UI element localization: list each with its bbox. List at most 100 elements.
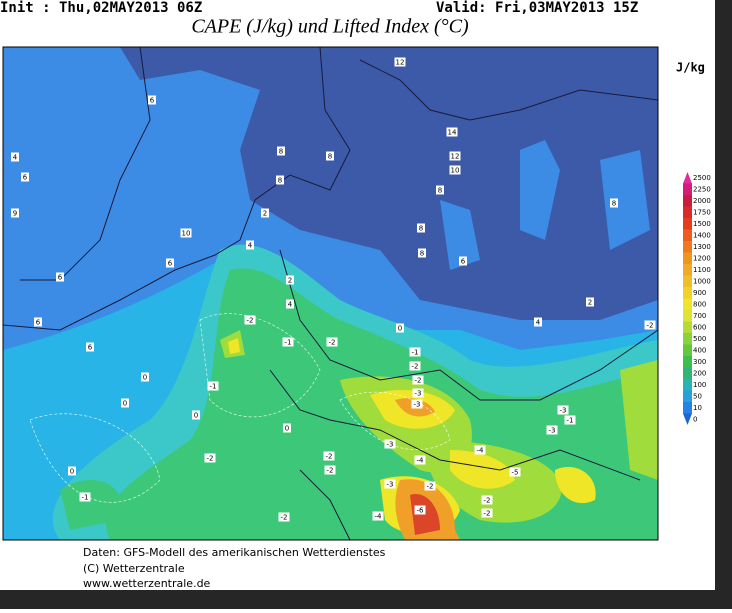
label-box <box>409 347 421 357</box>
label-box <box>34 317 42 327</box>
legend-swatch <box>683 229 692 241</box>
label-box <box>166 258 174 268</box>
legend-label: 700 <box>693 312 706 320</box>
frame-right <box>715 0 732 609</box>
lifted-index-label: 8 <box>438 187 442 195</box>
label-box <box>121 398 129 408</box>
legend-swatch <box>683 206 692 218</box>
legend-swatch <box>683 402 692 414</box>
label-box <box>68 466 76 476</box>
legend-label: 100 <box>693 381 706 389</box>
label-box <box>323 451 335 461</box>
lifted-index-label: -4 <box>417 457 425 465</box>
footer-line: Daten: GFS-Modell des amerikanischen Wet… <box>83 546 386 559</box>
lifted-index-label: -2 <box>647 322 654 330</box>
label-box <box>384 479 396 489</box>
label-box <box>412 388 424 398</box>
label-box <box>414 505 426 515</box>
lifted-index-label: 4 <box>248 242 253 250</box>
label-box <box>278 512 290 522</box>
label-box <box>326 151 334 161</box>
label-box <box>411 399 423 409</box>
lifted-index-label: 2 <box>263 210 267 218</box>
lifted-index-label: 0 <box>123 400 127 408</box>
label-box <box>141 372 149 382</box>
lifted-index-label: 6 <box>88 344 93 352</box>
legend-label: 1750 <box>693 208 711 216</box>
lifted-index-label: -2 <box>484 510 491 518</box>
label-box <box>424 481 436 491</box>
label-box <box>449 165 461 175</box>
legend-swatch <box>683 390 692 402</box>
lifted-index-label: -1 <box>412 349 419 357</box>
lifted-index-label: 0 <box>398 325 402 333</box>
lifted-index-label: -2 <box>247 317 254 325</box>
legend-swatch <box>683 298 692 310</box>
label-box <box>459 256 467 266</box>
legend-swatch <box>683 344 692 356</box>
lifted-index-label: -4 <box>375 513 383 521</box>
legend-swatch <box>683 413 692 425</box>
label-box <box>644 320 656 330</box>
lifted-index-label: -1 <box>82 494 89 502</box>
lifted-index-label: 4 <box>536 319 541 327</box>
label-box <box>481 508 493 518</box>
label-box <box>449 151 461 161</box>
label-box <box>11 208 19 218</box>
lifted-index-label: 8 <box>612 200 616 208</box>
label-box <box>180 228 192 238</box>
label-box <box>148 95 156 105</box>
legend-label: 1500 <box>693 220 711 228</box>
label-box <box>56 272 64 282</box>
legend-label: 800 <box>693 300 706 308</box>
legend-label: 300 <box>693 358 706 366</box>
label-box <box>282 337 294 347</box>
label-box <box>79 492 91 502</box>
label-box <box>509 467 521 477</box>
lifted-index-label: -3 <box>387 441 394 449</box>
label-box <box>277 146 285 156</box>
lifted-index-label: -2 <box>281 514 288 522</box>
lifted-index-label: 6 <box>58 274 63 282</box>
label-box <box>394 57 406 67</box>
lifted-index-label: 12 <box>396 59 405 67</box>
lifted-index-label: 2 <box>588 299 592 307</box>
legend-swatch <box>683 321 692 333</box>
label-box <box>396 323 404 333</box>
label-box <box>324 465 336 475</box>
frame-bottom <box>0 590 732 609</box>
legend-label: 2500 <box>693 174 711 182</box>
lifted-index-label: -3 <box>549 427 556 435</box>
label-box <box>417 223 425 233</box>
legend-unit: J/kg <box>676 61 705 75</box>
lifted-index-label: -2 <box>327 467 334 475</box>
lifted-index-label: 8 <box>419 225 423 233</box>
label-box <box>86 342 94 352</box>
label-box <box>610 198 618 208</box>
legend-swatch <box>683 356 692 368</box>
lifted-index-label: -3 <box>415 390 422 398</box>
legend-label: 400 <box>693 346 706 354</box>
label-box <box>261 208 269 218</box>
label-box <box>414 455 426 465</box>
footer-line: www.wetterzentrale.de <box>83 577 211 590</box>
label-box <box>446 127 458 137</box>
label-box <box>418 248 426 258</box>
legend-swatch <box>683 183 692 195</box>
legend-label: 0 <box>693 415 697 423</box>
lifted-index-label: 2 <box>288 277 292 285</box>
label-box <box>534 317 542 327</box>
lifted-index-label: 8 <box>278 177 282 185</box>
label-box <box>11 152 19 162</box>
lifted-index-label: -2 <box>326 453 333 461</box>
label-box <box>276 175 284 185</box>
lifted-index-label: 14 <box>448 129 457 137</box>
legend-label: 500 <box>693 335 706 343</box>
lifted-index-label: -6 <box>417 507 425 515</box>
map-frame <box>2 46 659 541</box>
lifted-index-label: -2 <box>207 455 214 463</box>
init-time: Init : Thu,02MAY2013 06Z <box>0 0 202 16</box>
legend-label: 10 <box>693 404 702 412</box>
lifted-index-label: 0 <box>143 374 147 382</box>
